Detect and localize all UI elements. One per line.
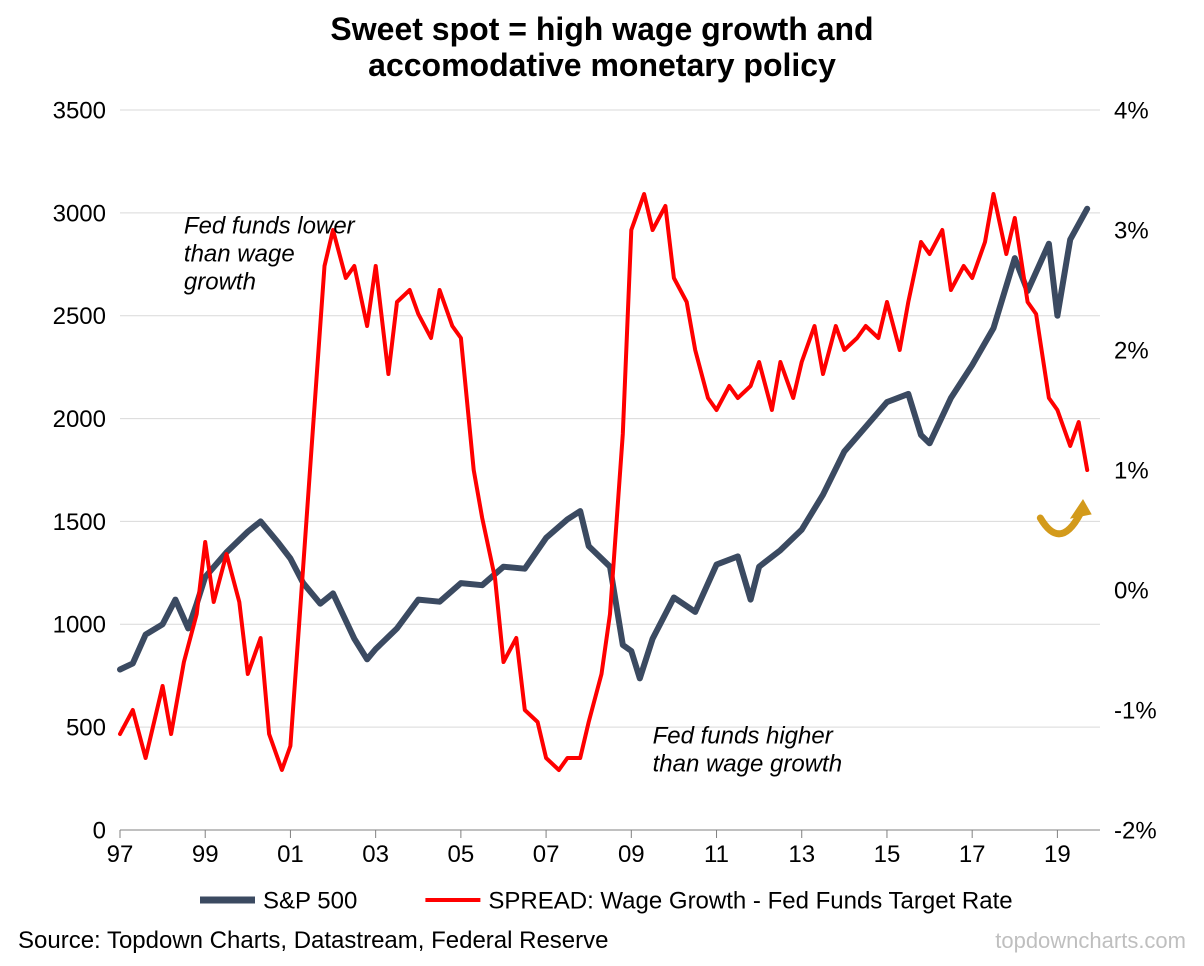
chart-title-line-0: Sweet spot = high wage growth and bbox=[330, 11, 873, 47]
y-right-tick-label: -2% bbox=[1114, 817, 1157, 844]
y-left-tick-label: 3000 bbox=[53, 200, 106, 227]
x-tick-label: 13 bbox=[788, 841, 815, 868]
x-tick-label: 11 bbox=[704, 841, 729, 868]
x-tick-label: 09 bbox=[618, 841, 645, 868]
source-text: Source: Topdown Charts, Datastream, Fede… bbox=[18, 927, 609, 954]
y-left-tick-label: 0 bbox=[93, 817, 106, 844]
y-right-tick-label: 2% bbox=[1114, 337, 1149, 364]
y-left-tick-label: 500 bbox=[66, 715, 106, 742]
chart-svg: Sweet spot = high wage growth andaccomod… bbox=[0, 0, 1204, 966]
x-tick-label: 05 bbox=[448, 841, 475, 868]
x-tick-label: 01 bbox=[277, 841, 304, 868]
y-right-tick-label: 4% bbox=[1114, 97, 1149, 124]
y-right-tick-label: 3% bbox=[1114, 217, 1149, 244]
y-left-tick-label: 1500 bbox=[53, 509, 106, 536]
chart-title-line-1: accomodative monetary policy bbox=[368, 47, 836, 83]
legend-label: S&P 500 bbox=[263, 887, 357, 914]
chart-container: Sweet spot = high wage growth andaccomod… bbox=[0, 0, 1204, 966]
annotation-text: Fed funds lower bbox=[184, 212, 356, 239]
watermark-text: topdowncharts.com bbox=[995, 928, 1186, 953]
y-left-tick-label: 2500 bbox=[53, 303, 106, 330]
y-right-tick-label: 0% bbox=[1114, 577, 1149, 604]
annotation-text: than wage growth bbox=[653, 751, 842, 778]
y-right-tick-label: -1% bbox=[1114, 697, 1157, 724]
annotation-text: Fed funds higher bbox=[653, 723, 834, 750]
x-tick-label: 19 bbox=[1044, 841, 1071, 868]
legend-label: SPREAD: Wage Growth - Fed Funds Target R… bbox=[488, 887, 1012, 914]
y-left-tick-label: 3500 bbox=[53, 97, 106, 124]
x-tick-label: 15 bbox=[874, 841, 901, 868]
x-tick-label: 17 bbox=[959, 841, 986, 868]
annotation-text: than wage bbox=[184, 240, 295, 267]
x-tick-label: 99 bbox=[192, 841, 219, 868]
x-tick-label: 97 bbox=[107, 841, 134, 868]
y-left-tick-label: 2000 bbox=[53, 406, 106, 433]
y-right-tick-label: 1% bbox=[1114, 457, 1149, 484]
x-tick-label: 03 bbox=[362, 841, 389, 868]
y-left-tick-label: 1000 bbox=[53, 612, 106, 639]
x-tick-label: 07 bbox=[533, 841, 560, 868]
annotation-text: growth bbox=[184, 268, 256, 295]
